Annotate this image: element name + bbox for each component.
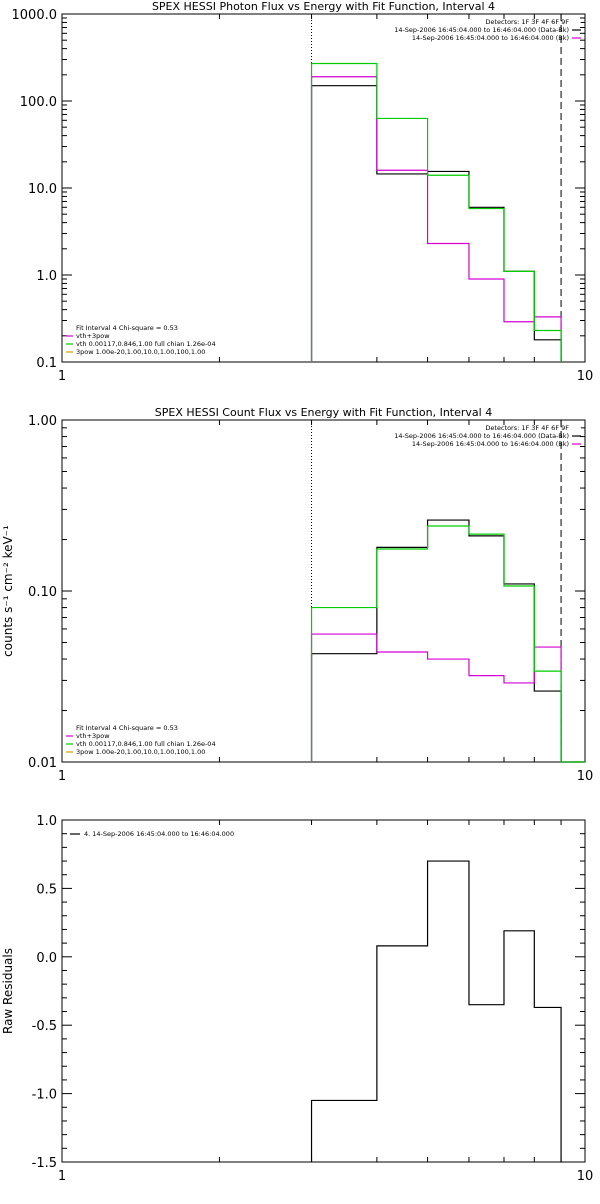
legend-entry: 3pow 1.00e-20,1.00,10.0,1.00,100,1.00: [76, 748, 205, 756]
y-tick-label: 1000.0: [12, 8, 58, 23]
legend-entry: 14-Sep-2006 16:45:04.000 to 16:46:04.000…: [412, 440, 569, 448]
x-tick-label: 1: [58, 769, 66, 784]
chart-title: SPEX HESSI Count Flux vs Energy with Fit…: [155, 406, 492, 419]
x-tick-label: 1: [58, 1169, 66, 1184]
series-vth-3pow: [310, 62, 562, 362]
legend-entry: vth 0.00117,0.846,1.00 full chian 1.26e-…: [76, 340, 216, 348]
chart-title: SPEX HESSI Photon Flux vs Energy with Fi…: [152, 0, 495, 13]
y-tick-label: 1.00: [28, 414, 57, 429]
y-tick-label: -1.0: [32, 1088, 57, 1103]
x-tick-label: 10: [577, 1169, 594, 1184]
plot-frame: [61, 13, 586, 363]
y-tick-label: 10.0: [28, 182, 57, 197]
chart-panel-3: Raw Residuals 1 10 -1.5 -1.0 -0.5 0.0 0.5 1.0 4. …: [1, 814, 593, 1184]
legend-entry: 4. 14-Sep-2006 16:45:04.000 to 16:46:04.…: [84, 830, 234, 838]
legend-entry: 3pow 1.00e-20,1.00,10.0,1.00,100,1.00: [76, 348, 205, 356]
legend-entry: Detectors: 1F 3F 4F 6F 9F: [485, 18, 569, 26]
series-data-bk: [310, 519, 585, 763]
series-bk: [310, 633, 585, 763]
chart-panel-1: SPEX HESSI Photon Flux vs Energy with Fi…: [12, 0, 594, 384]
y-tick-label: 1.0: [36, 269, 57, 284]
y-tick-label: 0.10: [28, 585, 57, 600]
series-bk: [310, 76, 562, 362]
legend-entry: vth 0.00117,0.846,1.00 full chian 1.26e-…: [76, 740, 216, 748]
x-tick-label: 10: [577, 369, 594, 384]
series-data-bk: [310, 85, 562, 362]
legend-entry: 14-Sep-2006 16:45:04.000 to 16:46:04.000…: [412, 34, 569, 42]
y-tick-label: -0.5: [32, 1019, 57, 1034]
y-axis-label: Raw Residuals: [1, 948, 15, 1034]
plot-frame: [61, 419, 586, 763]
legend-entry: Fit Interval 4 Chi-square = 0.53: [76, 724, 178, 732]
legend-entry: 14-Sep-2006 16:45:04.000 to 16:46:04.000…: [394, 26, 569, 34]
x-tick-label: 10: [577, 769, 594, 784]
legend-entry: vth+3pow: [76, 732, 110, 740]
chart-panel-2: SPEX HESSI Count Flux vs Energy with Fit…: [1, 406, 593, 784]
y-tick-label: -1.5: [32, 1156, 57, 1171]
y-axis-label: counts s⁻¹ cm⁻² keV⁻¹: [1, 525, 15, 657]
plot-frame: [61, 819, 586, 1163]
series-4-14-sep-2006-16-45-04-000-to-16-46-04-000: [310, 860, 562, 1162]
y-tick-label: 0.5: [36, 882, 57, 897]
y-tick-label: 0.1: [36, 356, 57, 371]
legend-entry: Detectors: 1F 3F 4F 6F 9F: [485, 424, 569, 432]
y-tick-label: 0.01: [28, 756, 57, 771]
legend-entry: Fit Interval 4 Chi-square = 0.53: [76, 324, 178, 332]
legend-entry: vth+3pow: [76, 332, 110, 340]
y-tick-label: 0.0: [36, 951, 57, 966]
y-tick-label: 1.0: [36, 814, 57, 829]
y-tick-label: 100.0: [20, 95, 57, 110]
x-tick-label: 1: [58, 369, 66, 384]
series-vth-3pow: [310, 525, 585, 763]
legend-entry: 14-Sep-2006 16:45:04.000 to 16:46:04.000…: [394, 432, 569, 440]
